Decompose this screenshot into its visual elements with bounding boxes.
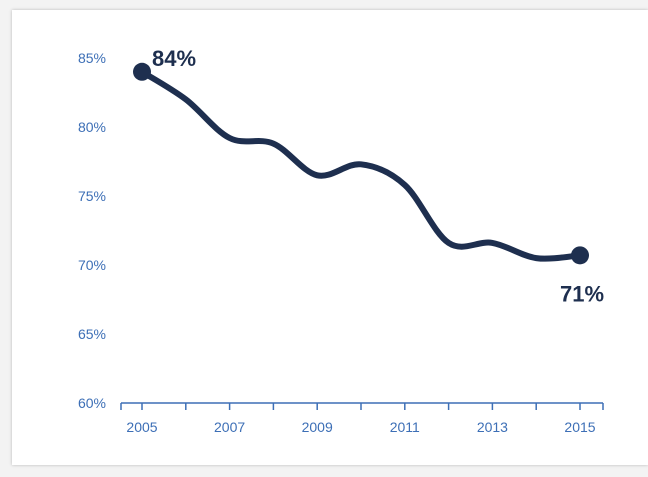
- x-tick-label: 2009: [302, 419, 333, 435]
- x-tick-label: 2015: [564, 419, 595, 435]
- data-point-marker: [133, 62, 151, 81]
- data-markers: [133, 62, 589, 265]
- y-tick-label: 60%: [78, 395, 106, 411]
- data-point-marker: [571, 246, 589, 265]
- y-tick-label: 75%: [78, 188, 106, 204]
- x-tick-label: 2013: [477, 419, 508, 435]
- y-axis: 60% 65% 70% 75% 80% 85%: [78, 50, 106, 411]
- y-tick-label: 70%: [78, 257, 106, 273]
- y-tick-label: 85%: [78, 50, 106, 66]
- data-label: 84%: [152, 46, 196, 71]
- y-tick-label: 65%: [78, 326, 106, 342]
- x-tick-label: 2011: [390, 419, 420, 435]
- x-tick-label: 2007: [214, 419, 245, 435]
- y-tick-label: 80%: [78, 119, 106, 135]
- series-line: [139, 68, 583, 262]
- chart-frame: [12, 10, 648, 465]
- x-tick-label: 2005: [126, 419, 157, 435]
- x-axis: 2005 2007 2009 2011 2013 2015: [120, 402, 604, 435]
- data-label: 71%: [560, 281, 604, 306]
- data-labels: 84% 71%: [152, 46, 604, 307]
